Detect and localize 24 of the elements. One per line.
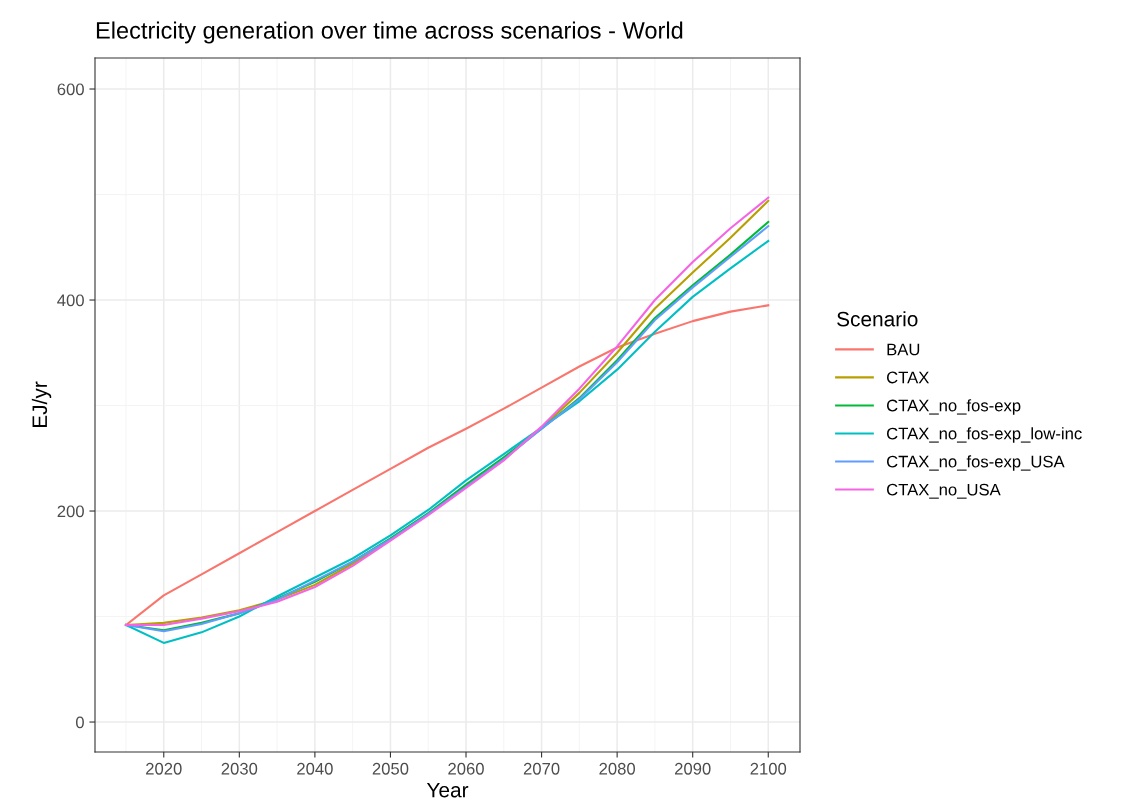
x-tick-label: 2060 xyxy=(448,762,484,775)
x-tick-label: 2040 xyxy=(297,762,333,775)
x-tick-label: 2050 xyxy=(372,762,409,775)
legend-label: CTAX xyxy=(887,371,930,384)
x-tick-label: 2090 xyxy=(675,762,711,775)
legend-label: CTAX_no_fos-exp_USA xyxy=(887,455,1065,471)
x-tick-label: 2020 xyxy=(146,762,182,775)
line-series xyxy=(124,304,770,627)
legend-label: CTAX_no_USA xyxy=(887,483,1001,499)
legend-label: CTAX_no_fos-exp xyxy=(887,399,1021,415)
x-tick-label: 2080 xyxy=(599,762,636,775)
x-tick-label: 2100 xyxy=(750,762,787,775)
legend-label: CTAX_no_fos-exp_low-inc xyxy=(887,427,1082,443)
x-tick-label: 2070 xyxy=(523,762,560,775)
y-tick-label: 600 xyxy=(57,83,84,96)
y-tick-label: 0 xyxy=(75,716,84,729)
y-tick-label: 200 xyxy=(57,505,84,518)
chart-title: Electricity generation over time across scenarios - World xyxy=(96,21,683,44)
x-tick-label: 2030 xyxy=(221,762,258,775)
legend-label: BAU xyxy=(887,343,920,356)
y-tick-label: 400 xyxy=(57,294,84,307)
legend-title: Scenario xyxy=(837,311,918,327)
y-axis-title: EJ/yr xyxy=(31,381,52,428)
x-axis-title: Year xyxy=(426,782,469,798)
